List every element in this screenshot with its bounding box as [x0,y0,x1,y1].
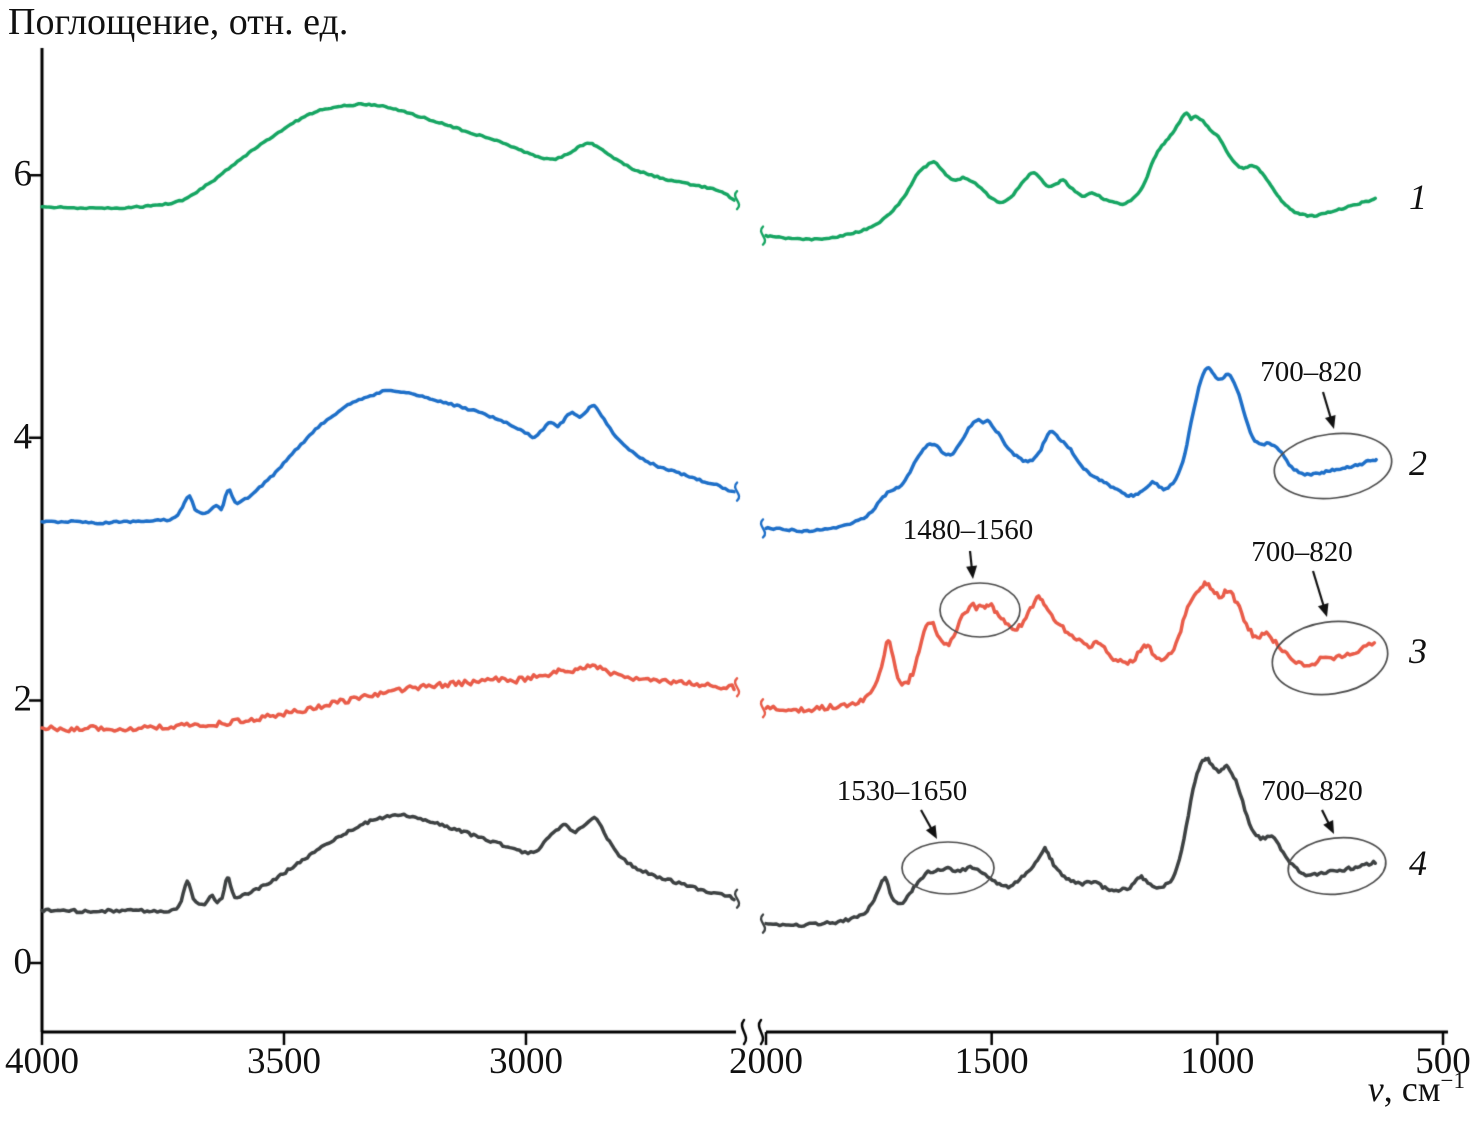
x-axis-exponent: −1 [1440,1068,1465,1093]
curve-number-label: 4 [1409,843,1427,883]
y-axis-title: Поглощение, отн. ед. [8,1,349,43]
y-tick-label: 6 [13,153,33,195]
curve-number-label: 2 [1409,443,1427,483]
y-tick-label: 4 [13,416,33,458]
annotation-label: 1530–1650 [836,775,968,807]
x-axis-title: ν, см−1 [1368,1068,1465,1110]
y-tick-label: 2 [13,679,33,721]
x-tick-label: 3000 [488,1041,563,1082]
annotation-label: 700–820 [1261,775,1363,807]
y-tick-label: 0 [13,941,33,983]
annotation-label: 1480–1560 [902,514,1034,546]
x-tick-label: 2000 [729,1041,803,1082]
x-tick-label: 4000 [5,1041,79,1082]
x-tick-label: 500 [1415,1041,1471,1082]
annotation-label: 700–820 [1251,536,1353,568]
curve-number-label: 3 [1409,631,1427,671]
nu-symbol: ν [1367,1069,1384,1109]
x-tick-label: 1500 [954,1041,1029,1082]
x-tick-label: 1000 [1180,1041,1255,1082]
annotation-label: 700–820 [1260,356,1362,388]
curve-number-label: 1 [1409,177,1427,217]
x-axis-unit: , см [1383,1069,1441,1109]
x-tick-label: 3500 [246,1041,321,1082]
